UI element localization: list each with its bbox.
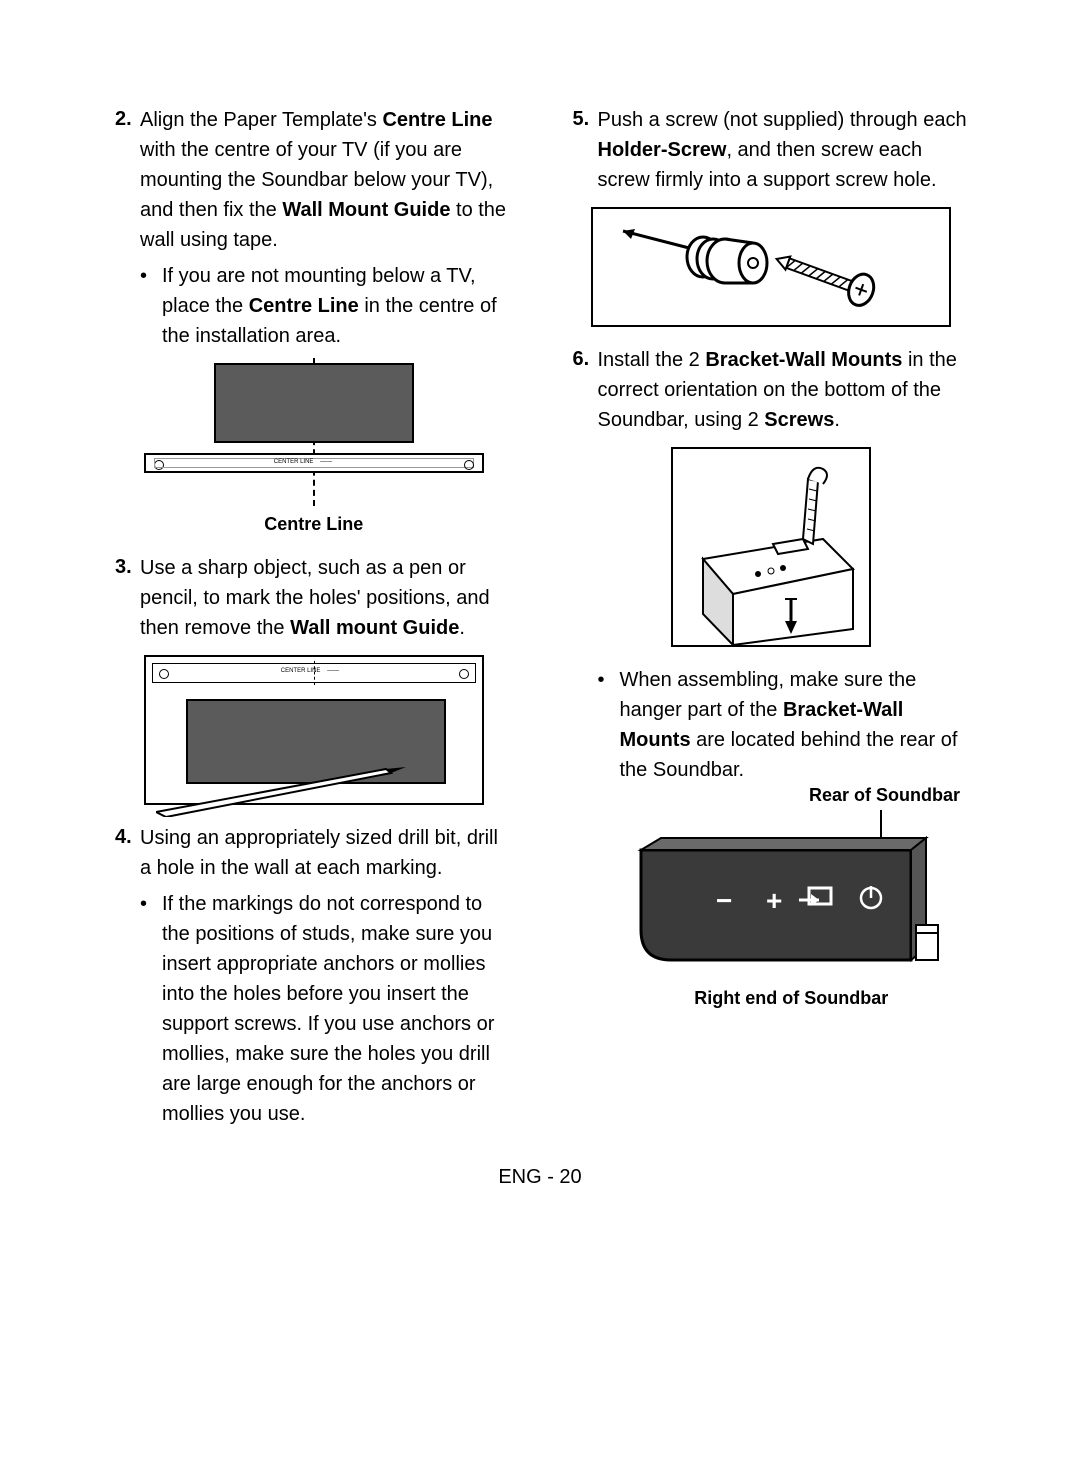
pencil-icon — [156, 767, 416, 817]
figure-rear-soundbar: Rear of Soundbar − + — [613, 785, 971, 1009]
step-text: Align the Paper Template's Centre Line w… — [140, 105, 513, 351]
bold-term: Holder-Screw — [598, 139, 727, 161]
bullet-text: If the markings do not correspond to the… — [162, 889, 513, 1129]
page-content: 2. Align the Paper Template's Centre Lin… — [0, 0, 1080, 1139]
step-number: 3. — [115, 553, 140, 643]
text: . — [834, 409, 840, 431]
step-number: 5. — [573, 105, 598, 195]
figure-holder-screw — [573, 207, 971, 327]
bold-term: Wall mount Guide — [290, 617, 459, 639]
bullet: • If you are not mounting below a TV, pl… — [140, 261, 513, 351]
text: Push a screw (not supplied) through each — [598, 109, 967, 131]
page-footer: ENG - 20 — [0, 1166, 1080, 1189]
left-column: 2. Align the Paper Template's Centre Lin… — [115, 105, 513, 1139]
figure-label: Rear of Soundbar — [613, 785, 971, 806]
figure-caption: Centre Line — [115, 514, 513, 535]
step-number: 2. — [115, 105, 140, 351]
bullet: • When assembling, make sure the hanger … — [598, 665, 971, 785]
bullet: • If the markings do not correspond to t… — [140, 889, 513, 1129]
bullet-mark: • — [598, 665, 620, 785]
bold-term: Screws — [764, 409, 834, 431]
text: . — [459, 617, 465, 639]
step-3: 3. Use a sharp object, such as a pen or … — [115, 553, 513, 643]
step-6: 6. Install the 2 Bracket-Wall Mounts in … — [573, 345, 971, 435]
svg-text:+: + — [766, 885, 782, 916]
figure-mark-holes: CENTER LINE —— — [115, 655, 513, 805]
step-number: 4. — [115, 823, 140, 1129]
bold-term: Centre Line — [249, 295, 359, 317]
bullet-text: If you are not mounting below a TV, plac… — [162, 261, 513, 351]
text: Install the 2 — [598, 349, 706, 371]
step-number: 6. — [573, 345, 598, 435]
bold-term: Bracket-Wall Mounts — [705, 349, 902, 371]
figure-label: Right end of Soundbar — [613, 988, 971, 1009]
right-column: 5. Push a screw (not supplied) through e… — [573, 105, 971, 1139]
step-text: Push a screw (not supplied) through each… — [598, 105, 971, 195]
step-5: 5. Push a screw (not supplied) through e… — [573, 105, 971, 195]
figure-centre-line: CENTER LINE —— Centre Line — [115, 363, 513, 535]
bold-term: Wall Mount Guide — [282, 199, 450, 221]
svg-text:−: − — [716, 885, 732, 916]
step-4: 4. Using an appropriately sized drill bi… — [115, 823, 513, 1129]
text: Using an appropriately sized drill bit, … — [140, 827, 498, 879]
bullet-mark: • — [140, 261, 162, 351]
bullet-text: When assembling, make sure the hanger pa… — [620, 665, 971, 785]
step-text: Install the 2 Bracket-Wall Mounts in the… — [598, 345, 971, 435]
bullet-mark: • — [140, 889, 162, 1129]
step-2: 2. Align the Paper Template's Centre Lin… — [115, 105, 513, 351]
figure-bracket-mount — [573, 447, 971, 647]
text: Align the Paper Template's — [140, 109, 382, 131]
step-text: Using an appropriately sized drill bit, … — [140, 823, 513, 1129]
step-text: Use a sharp object, such as a pen or pen… — [140, 553, 513, 643]
bold-term: Centre Line — [382, 109, 492, 131]
